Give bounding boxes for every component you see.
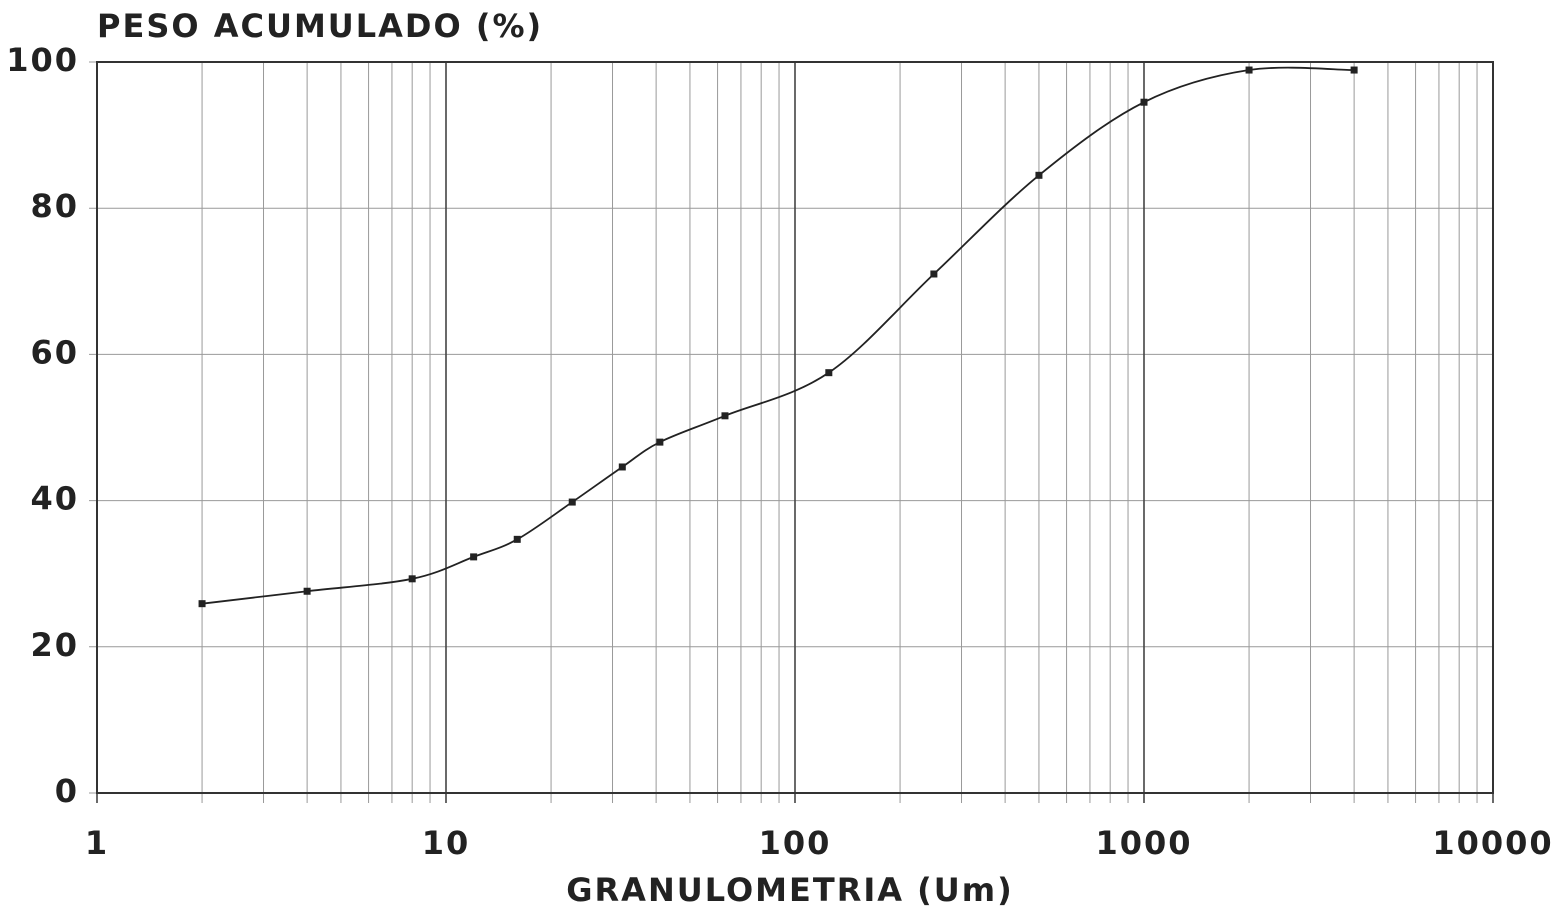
x-tick-label: 1000 <box>1095 824 1192 862</box>
point <box>198 600 206 608</box>
x-tick-label: 10000 <box>1432 824 1553 862</box>
curve <box>201 66 1355 605</box>
y-tick-label: 60 <box>30 333 79 371</box>
point <box>303 587 311 595</box>
point <box>825 369 833 377</box>
point <box>1035 171 1043 179</box>
plot-frame <box>96 61 1494 794</box>
point <box>721 412 729 420</box>
point <box>568 498 576 506</box>
x-tick-label: 10 <box>422 824 471 862</box>
point <box>513 535 521 543</box>
y-tick-label: 100 <box>6 41 79 79</box>
point <box>656 438 664 446</box>
y-axis-label: PESO ACUMULADO (%) <box>97 7 543 45</box>
x-tick-label: 100 <box>759 824 832 862</box>
point <box>1245 66 1253 74</box>
point <box>470 553 478 561</box>
y-tick-label: 40 <box>30 480 79 518</box>
y-tick-label: 0 <box>55 772 79 810</box>
y-tick-label: 80 <box>30 187 79 225</box>
x-axis-label: GRANULOMETRIA (Um) <box>566 871 1013 909</box>
x-tick-label: 1 <box>85 824 109 862</box>
y-tick-label: 20 <box>30 626 79 664</box>
point <box>408 575 416 583</box>
point <box>1350 66 1358 74</box>
point <box>1140 98 1148 106</box>
point <box>930 270 938 278</box>
point <box>618 463 626 471</box>
